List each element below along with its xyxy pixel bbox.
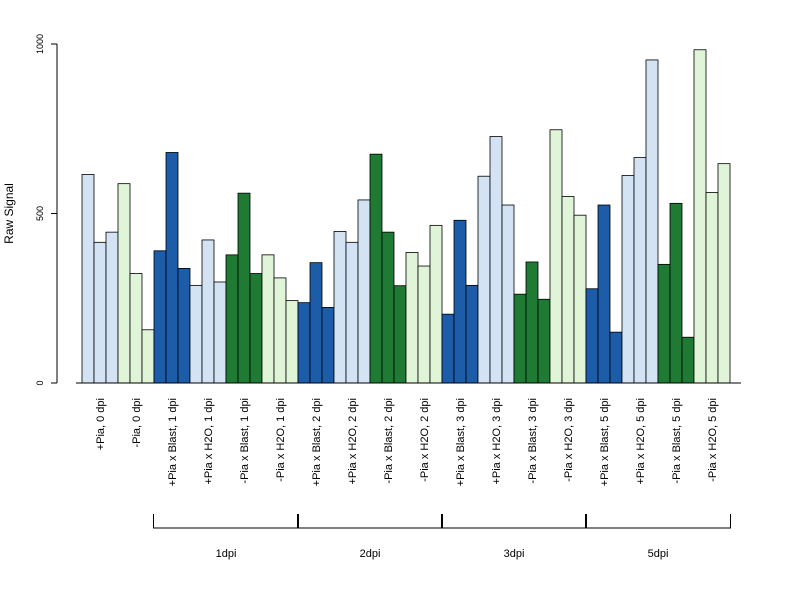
bar [669, 202, 683, 384]
bar [381, 231, 395, 384]
bar [129, 273, 143, 384]
bars-layer [81, 49, 731, 384]
bar [165, 152, 179, 384]
bar [453, 219, 467, 384]
group-label: 5dpi [648, 548, 669, 560]
bar [441, 313, 455, 384]
bar [429, 224, 443, 384]
bar [609, 331, 623, 384]
group-bracket [441, 514, 587, 529]
bar [189, 284, 203, 384]
bar [585, 288, 599, 384]
bar [405, 252, 419, 384]
category-label: -Pia x Blast, 2 dpi [383, 398, 395, 484]
category-label: +Pia, 0 dpi [95, 398, 107, 450]
category-label: +Pia x H2O, 3 dpi [491, 398, 503, 485]
category-label: +Pia x Blast, 3 dpi [455, 398, 467, 486]
y-tick-label: 500 [35, 206, 45, 221]
group-label: 2dpi [360, 548, 381, 560]
bar [489, 136, 503, 384]
bar [501, 204, 515, 384]
bar [573, 214, 587, 384]
bar [117, 183, 131, 384]
bar [345, 241, 359, 384]
bar [645, 59, 659, 384]
bar [81, 174, 95, 384]
bar [717, 163, 731, 384]
bar [105, 231, 119, 384]
y-tick-label: 1000 [35, 34, 45, 54]
bar [177, 268, 191, 384]
bar [693, 49, 707, 384]
y-axis: 0 500 1000 [35, 34, 58, 386]
bar [561, 196, 575, 384]
category-label: -Pia, 0 dpi [131, 398, 143, 448]
category-label: -Pia x Blast, 3 dpi [527, 398, 539, 484]
bar [273, 277, 287, 384]
bar [465, 284, 479, 384]
bar [657, 263, 671, 384]
category-label: -Pia x H2O, 5 dpi [707, 398, 719, 482]
bar [357, 199, 371, 384]
group-bracket [585, 514, 731, 529]
bar [93, 241, 107, 384]
bar [549, 129, 563, 384]
bar [213, 281, 227, 384]
category-label: -Pia x Blast, 1 dpi [239, 398, 251, 484]
bar [369, 153, 383, 384]
bar [297, 302, 311, 384]
bar [393, 285, 407, 384]
category-label: +Pia x H2O, 2 dpi [347, 398, 359, 485]
group-bracket [153, 514, 299, 529]
bar [321, 307, 335, 384]
group-label: 3dpi [504, 548, 525, 560]
category-label: +Pia x Blast, 1 dpi [167, 398, 179, 486]
bar [309, 262, 323, 384]
category-labels: +Pia, 0 dpi -Pia, 0 dpi +Pia x Blast, 1 dp… [95, 398, 719, 486]
bar [153, 250, 167, 384]
group-bracket [297, 514, 443, 529]
bar [201, 239, 215, 384]
bar [621, 175, 635, 384]
bar [141, 329, 155, 384]
group-label: 1dpi [216, 548, 237, 560]
category-label: -Pia x H2O, 3 dpi [563, 398, 575, 482]
bar [225, 254, 239, 384]
bar [285, 300, 299, 384]
category-label: -Pia x H2O, 1 dpi [275, 398, 287, 482]
bar [525, 261, 539, 384]
category-label: +Pia x Blast, 2 dpi [311, 398, 323, 486]
bar [261, 254, 275, 384]
group-brackets: 1dpi 2dpi 3dpi 5dpi [153, 514, 731, 560]
y-axis-title: Raw Signal [2, 183, 16, 244]
bar [477, 175, 491, 384]
bar [249, 273, 263, 384]
bar [513, 293, 527, 384]
category-label: +Pia x Blast, 5 dpi [599, 398, 611, 486]
bar [597, 204, 611, 384]
bar [705, 192, 719, 384]
bar [537, 298, 551, 384]
y-tick-label: 0 [35, 380, 45, 385]
category-label: +Pia x H2O, 1 dpi [203, 398, 215, 485]
bar [681, 336, 695, 384]
bar [417, 265, 431, 384]
bar [633, 157, 647, 384]
bar [237, 192, 251, 384]
category-label: +Pia x H2O, 5 dpi [635, 398, 647, 485]
category-label: -Pia x H2O, 2 dpi [419, 398, 431, 482]
bar [333, 231, 347, 384]
category-label: -Pia x Blast, 5 dpi [671, 398, 683, 484]
